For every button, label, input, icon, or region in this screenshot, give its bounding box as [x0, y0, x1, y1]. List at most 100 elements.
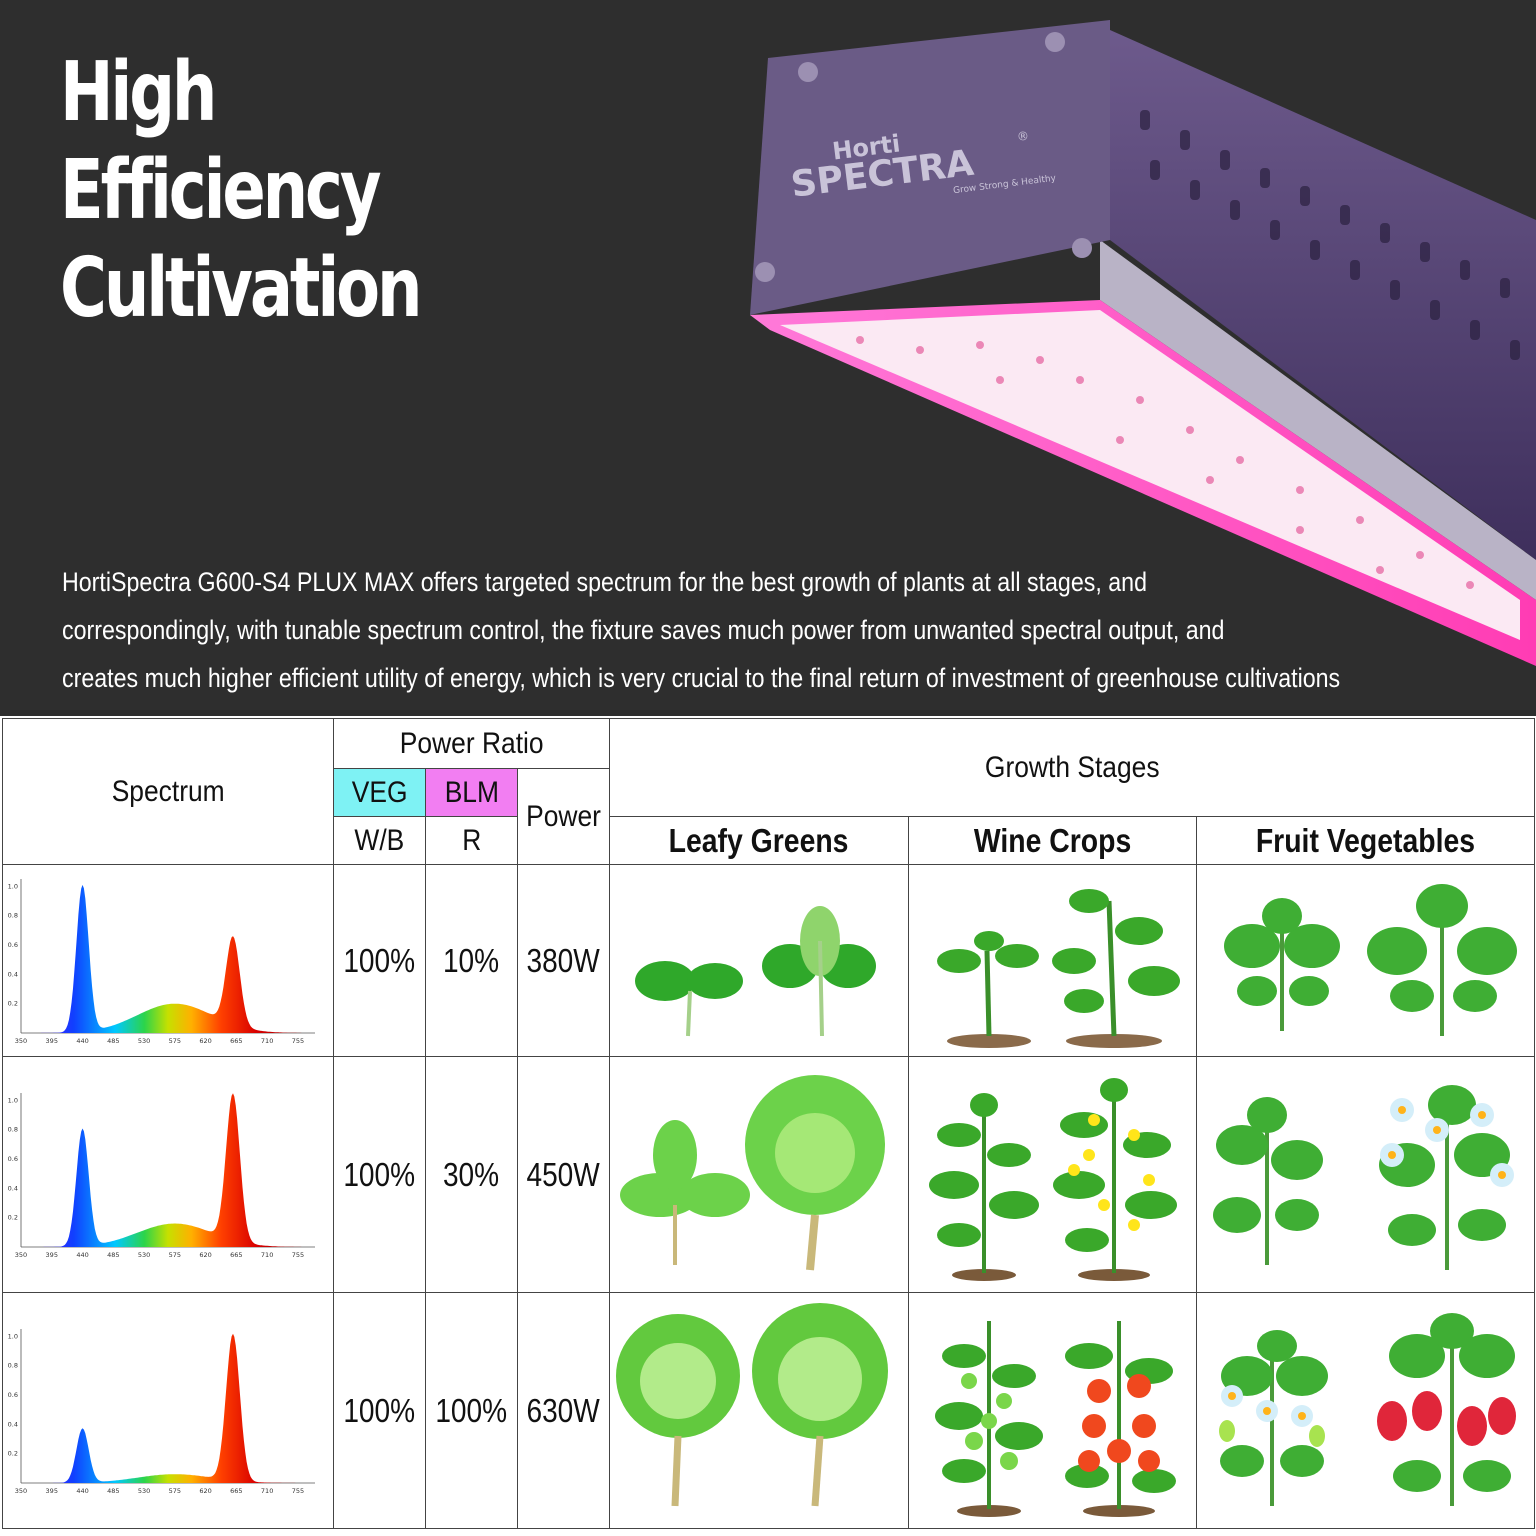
chart-x-tick-label: 350 — [15, 1037, 27, 1045]
seedling-icon — [937, 888, 1180, 1048]
chart-x-tick-label: 755 — [292, 1037, 304, 1045]
spectrum-header: Spectrum — [111, 774, 225, 808]
chart-x-tick-label: 530 — [138, 1037, 150, 1045]
chart-x-tick-label: 485 — [107, 1487, 119, 1495]
fruiting-tomato-icon — [935, 1320, 1176, 1517]
chart-y-tick-label: 1.0 — [8, 1332, 18, 1340]
stage-header-wine-crops: Wine Crops — [973, 821, 1132, 859]
chart-x-tick-label: 710 — [261, 1487, 273, 1495]
spectrum-area — [21, 1333, 302, 1483]
spectrum-chart-cell: 350 395 440 485 530 575 620 665 710 755 0.2 0.4 0.6 0… — [2, 1292, 334, 1529]
grow-light-fixture-image: Horti SPECTRA ® Grow Strong & Healthy — [750, 20, 1536, 666]
table-row: 350 395 440 485 530 575 620 665 710 755 0.2 0.4 0.6 0… — [2, 1292, 1535, 1529]
wine-crops-image-cell — [908, 1056, 1197, 1293]
chart-y-tick-label: 1.0 — [8, 882, 18, 890]
chart-x-tick-label: 395 — [46, 1251, 58, 1259]
chart-x-tick-label: 710 — [261, 1251, 273, 1259]
chart-x-tick-label: 755 — [292, 1487, 304, 1495]
stage-header-cell: Leafy Greens — [609, 816, 909, 865]
veg-value: 100% — [343, 941, 416, 979]
veg-label: VEG — [351, 775, 408, 809]
growth-stages-header: Growth Stages — [984, 750, 1160, 784]
power-ratio-header: Power Ratio — [399, 726, 544, 760]
veg-value-cell: 100% — [333, 1056, 426, 1293]
blm-value: 30% — [443, 1155, 500, 1193]
wb-label-cell: W/B — [333, 816, 426, 865]
logo-registered: ® — [1016, 129, 1030, 144]
r-label-cell: R — [425, 816, 518, 865]
chart-x-tick-label: 485 — [107, 1037, 119, 1045]
veg-value: 100% — [343, 1391, 416, 1429]
chart-x-tick-label: 665 — [230, 1037, 242, 1045]
spectrum-chart: 350 395 440 485 530 575 620 665 710 755 0.2 0.4 0.6 0… — [8, 878, 315, 1045]
wine-crops-image-cell — [908, 864, 1197, 1057]
chart-x-tick-label: 665 — [230, 1487, 242, 1495]
sprout-icon — [635, 905, 876, 1036]
chart-y-tick-label: 0.2 — [8, 999, 18, 1007]
chart-x-tick-label: 485 — [107, 1251, 119, 1259]
chart-y-tick-label: 0.4 — [8, 1184, 18, 1192]
blm-label-cell: BLM — [425, 768, 518, 817]
stage-header-cell: Wine Crops — [908, 816, 1197, 865]
chart-x-tick-label: 395 — [46, 1037, 58, 1045]
hero-description-line: HortiSpectra G600-S4 PLUX MAX offers tar… — [62, 567, 1148, 597]
stage-header-leafy-greens: Leafy Greens — [669, 821, 849, 859]
wine-crops-image-cell — [908, 1292, 1197, 1529]
power-value-cell: 380W — [517, 864, 610, 1057]
leafy-greens-image-cell — [609, 1292, 909, 1529]
fruiting-strawberry-icon — [1219, 1312, 1516, 1506]
chart-x-tick-label: 530 — [138, 1487, 150, 1495]
power-header: Power — [526, 799, 601, 833]
chart-y-tick-label: 0.8 — [8, 1361, 18, 1369]
chart-x-tick-label: 575 — [169, 1037, 181, 1045]
chart-x-tick-label: 395 — [46, 1487, 58, 1495]
chart-y-tick-label: 0.6 — [8, 1391, 18, 1399]
chart-x-tick-label: 530 — [138, 1251, 150, 1259]
chart-y-tick-label: 1.0 — [8, 1096, 18, 1104]
power-value-cell: 630W — [517, 1292, 610, 1529]
chart-x-tick-label: 620 — [199, 1251, 211, 1259]
blm-value: 10% — [443, 941, 500, 979]
chart-y-tick-label: 0.4 — [8, 970, 18, 978]
hero-description-line: creates much higher efficient utility of… — [62, 663, 1341, 693]
table-row: 350 395 440 485 530 575 620 665 710 755 0.2 0.4 0.6 0… — [2, 1056, 1535, 1293]
blm-value: 100% — [435, 1391, 508, 1429]
chart-y-tick-label: 0.8 — [8, 1125, 18, 1133]
power-value: 630W — [526, 1391, 601, 1429]
hero-title-line: Efficiency — [60, 143, 382, 238]
chart-x-tick-label: 575 — [169, 1251, 181, 1259]
power-value-cell: 450W — [517, 1056, 610, 1293]
power-header-cell: Power — [517, 768, 610, 865]
growth-stages-header-cell: Growth Stages — [609, 718, 1535, 817]
veg-label-cell: VEG — [333, 768, 426, 817]
spectrum-header-cell: Spectrum — [2, 718, 334, 865]
spectrum-table: Spectrum Power Ratio Growth Stages VEG B… — [2, 718, 1535, 1529]
stage-header-fruit-vegetables: Fruit Vegetables — [1255, 821, 1476, 859]
chart-y-tick-label: 0.6 — [8, 1155, 18, 1163]
chart-x-tick-label: 440 — [76, 1487, 88, 1495]
power-value: 450W — [526, 1155, 601, 1193]
r-label: R — [461, 823, 482, 857]
chart-x-tick-label: 440 — [76, 1251, 88, 1259]
hero-description: HortiSpectra G600-S4 PLUX MAX offers tar… — [62, 558, 1421, 702]
blm-label: BLM — [444, 775, 499, 809]
spectrum-chart: 350 395 440 485 530 575 620 665 710 755 0.2 0.4 0.6 0… — [8, 1092, 315, 1259]
chart-y-tick-label: 0.6 — [8, 941, 18, 949]
leafy-greens-image-cell — [609, 864, 909, 1057]
power-value: 380W — [526, 941, 601, 979]
spectrum-chart-cell: 350 395 440 485 530 575 620 665 710 755 0.2 0.4 0.6 0… — [2, 1056, 334, 1293]
blm-value-cell: 100% — [425, 1292, 518, 1529]
chart-x-tick-label: 350 — [15, 1487, 27, 1495]
blm-value-cell: 10% — [425, 864, 518, 1057]
chart-x-tick-label: 440 — [76, 1037, 88, 1045]
hero-title-line: Cultivation — [60, 241, 423, 336]
blm-value-cell: 30% — [425, 1056, 518, 1293]
hero-title: High Efficiency Cultivation — [60, 44, 423, 338]
veg-value-cell: 100% — [333, 1292, 426, 1529]
spectrum-chart-cell: 350 395 440 485 530 575 620 665 710 755 0.2 0.4 0.6 0… — [2, 864, 334, 1057]
spectrum-chart: 350 395 440 485 530 575 620 665 710 755 0.2 0.4 0.6 0… — [8, 1328, 315, 1495]
power-ratio-header-cell: Power Ratio — [333, 718, 610, 769]
chart-y-tick-label: 0.2 — [8, 1213, 18, 1221]
wb-label: W/B — [354, 823, 405, 857]
fruit-vegetables-image-cell — [1196, 1292, 1535, 1529]
